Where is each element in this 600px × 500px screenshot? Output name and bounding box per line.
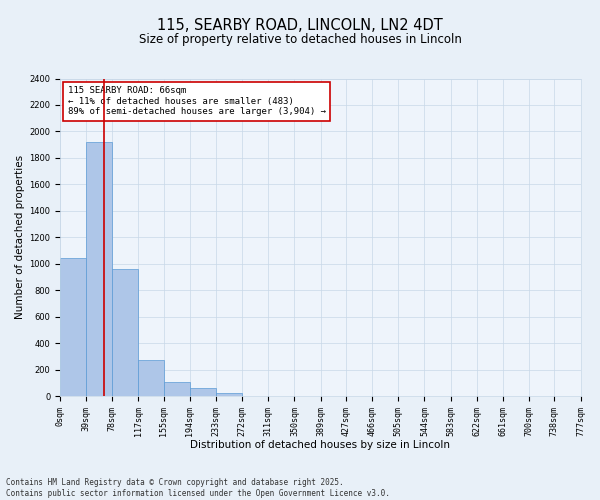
Bar [190, 388, 216, 396]
Bar [164, 382, 190, 396]
Y-axis label: Number of detached properties: Number of detached properties [15, 155, 25, 320]
Bar [86, 142, 112, 396]
Bar [60, 258, 86, 396]
Bar [112, 269, 139, 396]
Text: Contains HM Land Registry data © Crown copyright and database right 2025.
Contai: Contains HM Land Registry data © Crown c… [6, 478, 390, 498]
Text: 115, SEARBY ROAD, LINCOLN, LN2 4DT: 115, SEARBY ROAD, LINCOLN, LN2 4DT [157, 18, 443, 32]
X-axis label: Distribution of detached houses by size in Lincoln: Distribution of detached houses by size … [190, 440, 450, 450]
Bar [216, 394, 242, 396]
Text: Size of property relative to detached houses in Lincoln: Size of property relative to detached ho… [139, 32, 461, 46]
Text: 115 SEARBY ROAD: 66sqm
← 11% of detached houses are smaller (483)
89% of semi-de: 115 SEARBY ROAD: 66sqm ← 11% of detached… [68, 86, 326, 116]
Bar [139, 360, 164, 396]
